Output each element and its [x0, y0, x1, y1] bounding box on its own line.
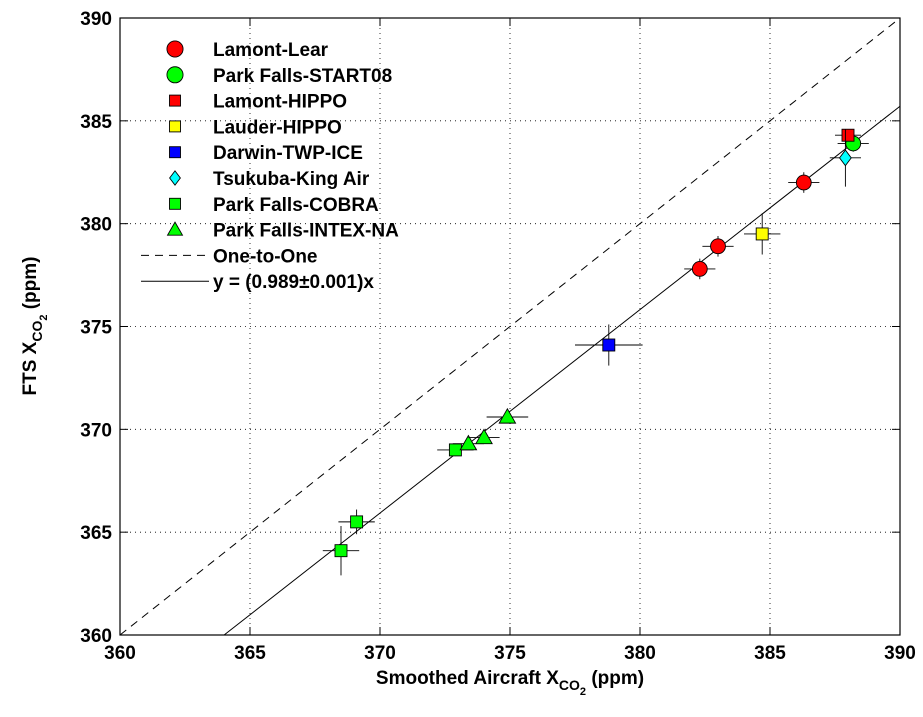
y-tick-label: 375	[80, 318, 112, 339]
legend-item: Park Falls-START08	[166, 66, 392, 87]
x-axis-label: Smoothed Aircraft XCO2 (ppm)	[376, 668, 644, 698]
legend-label: Park Falls-COBRA	[213, 195, 379, 216]
data-point	[459, 434, 478, 451]
series-lamont-lear	[684, 172, 820, 280]
legend-label: Park Falls-INTEX-NA	[213, 221, 399, 242]
y-tick-label: 390	[80, 9, 112, 30]
data-points	[322, 128, 869, 576]
data-point	[602, 338, 616, 352]
legend-marker	[169, 146, 181, 159]
x-tick-label: 390	[884, 643, 916, 664]
data-point	[475, 428, 493, 445]
y-tick-label: 380	[80, 215, 112, 236]
legend-item: Lamont-HIPPO	[169, 92, 347, 113]
data-point	[498, 407, 517, 424]
legend-item: Lauder-HIPPO	[169, 117, 342, 138]
legend-label: Lauder-HIPPO	[213, 117, 342, 138]
legend-marker	[169, 170, 181, 186]
series-tsukuba-king-air	[829, 129, 861, 187]
legend-marker	[166, 40, 184, 58]
x-tick-label: 375	[494, 643, 526, 664]
series-lauder-hippo	[744, 213, 781, 255]
data-point	[755, 227, 769, 241]
x-tick-label: 365	[234, 643, 266, 664]
legend-label: Tsukuba-King Air	[213, 169, 370, 190]
data-point	[841, 128, 855, 142]
legend-item: y = (0.989±0.001)x	[141, 272, 374, 293]
data-point	[795, 174, 812, 191]
legend-item: Lamont-Lear	[166, 40, 329, 61]
legend-label: One-to-One	[213, 246, 318, 267]
legend-marker	[169, 94, 181, 107]
legend-marker	[169, 197, 181, 210]
data-point	[710, 238, 726, 255]
x-tick-label: 360	[104, 643, 136, 664]
series-park-falls-intex-na	[452, 407, 529, 451]
one-to-one-line	[119, 17, 901, 636]
legend-item: Tsukuba-King Air	[169, 169, 370, 190]
y-tick-label: 385	[80, 112, 112, 133]
legend-item: Darwin-TWP-ICE	[169, 143, 363, 164]
legend-item: One-to-One	[141, 246, 318, 267]
data-point	[334, 544, 348, 558]
y-tick-label: 360	[80, 626, 112, 647]
legend-label: Darwin-TWP-ICE	[213, 143, 363, 164]
series-darwin-twp-ice	[575, 324, 643, 366]
legend: Lamont-Lear Park Falls-START08 Lamont-HIPP…	[141, 40, 399, 293]
x-tick-label: 380	[624, 643, 656, 664]
data-point	[691, 261, 708, 277]
data-point	[350, 515, 364, 529]
legend-label: Lamont-Lear	[213, 40, 329, 61]
series-park-falls-cobra	[322, 443, 474, 576]
legend-item: Park Falls-COBRA	[169, 195, 379, 216]
x-tick-label: 370	[364, 643, 396, 664]
legend-marker	[166, 66, 184, 84]
x-tick-label: 385	[754, 643, 786, 664]
y-tick-label: 370	[80, 420, 112, 441]
y-tick-label: 365	[80, 523, 112, 544]
legend-label: Lamont-HIPPO	[213, 92, 347, 113]
legend-label: Park Falls-START08	[213, 66, 392, 87]
legend-label: y = (0.989±0.001)x	[213, 272, 374, 293]
axis-ticks: 360 365 370 375 380 385 390 360 365 370 375 380 385 3…	[80, 9, 916, 664]
legend-marker	[169, 120, 181, 133]
legend-marker	[166, 221, 184, 236]
data-point	[448, 443, 462, 457]
data-point	[838, 149, 852, 167]
legend-item: Park Falls-INTEX-NA	[166, 221, 399, 242]
y-axis-label: FTS XCO2 (ppm)	[20, 256, 50, 395]
